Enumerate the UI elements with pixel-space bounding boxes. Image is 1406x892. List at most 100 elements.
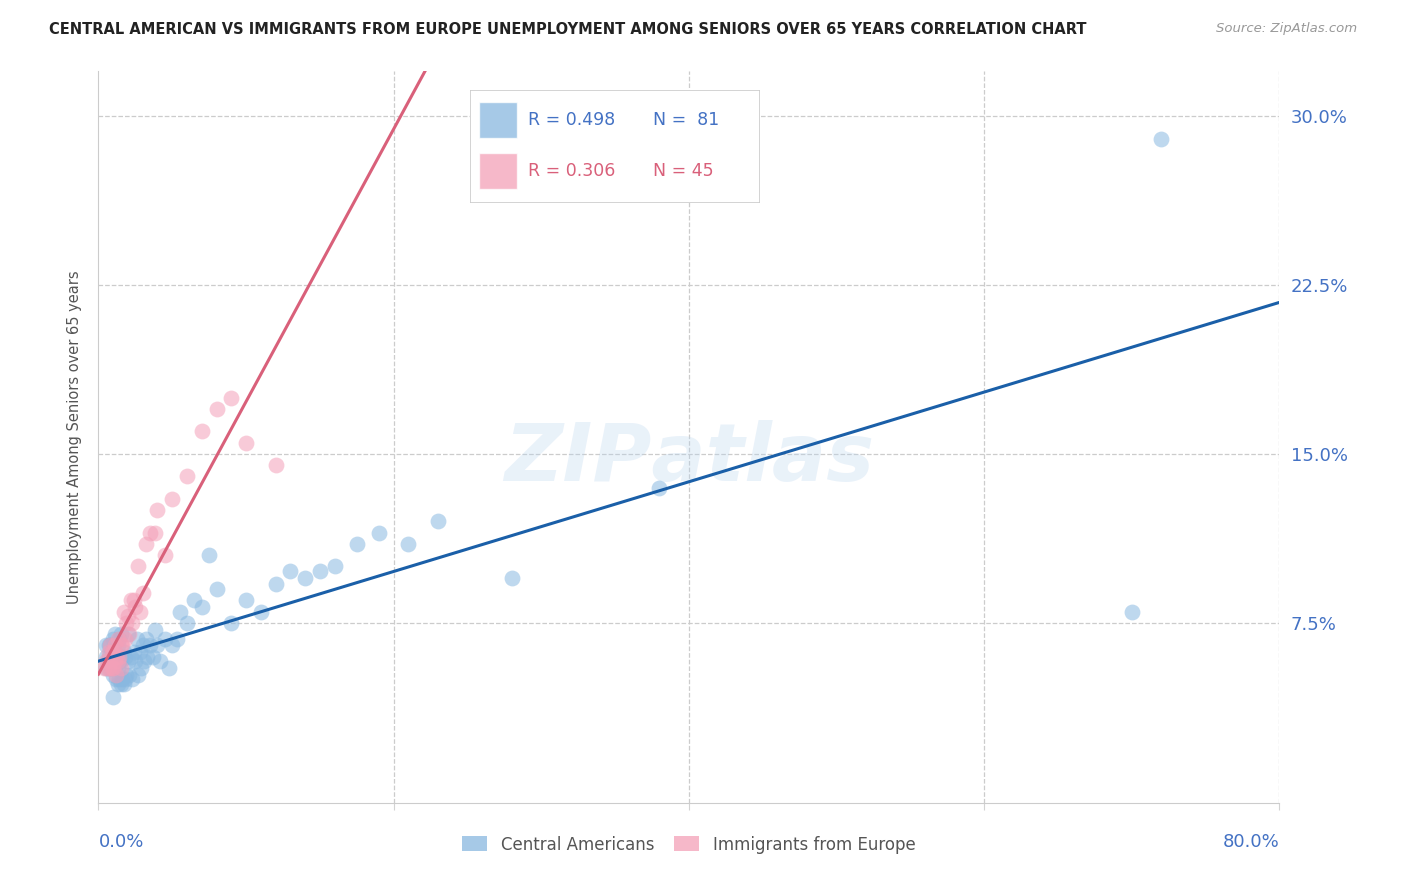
Legend: Central Americans, Immigrants from Europe: Central Americans, Immigrants from Europ…	[456, 829, 922, 860]
Point	[112, 605, 135, 619]
Point	[96, 661, 118, 675]
Point	[132, 638, 155, 652]
Point	[118, 627, 141, 641]
Point	[118, 667, 141, 681]
Point	[134, 654, 156, 668]
Point	[235, 435, 257, 450]
Point	[108, 672, 131, 686]
Point	[128, 645, 150, 659]
Point	[103, 632, 125, 646]
Point	[117, 654, 139, 668]
Point	[98, 654, 121, 668]
Point	[104, 654, 127, 668]
Point	[93, 661, 115, 675]
Point	[129, 661, 152, 675]
Point	[100, 661, 122, 675]
Point	[176, 615, 198, 630]
Point	[221, 615, 243, 630]
Point	[157, 661, 180, 675]
Point	[117, 609, 139, 624]
Point	[107, 661, 129, 675]
Point	[115, 615, 138, 630]
Point	[94, 661, 117, 675]
Text: 0.0%: 0.0%	[98, 833, 143, 851]
Point	[120, 593, 142, 607]
Point	[250, 605, 273, 619]
Point	[153, 632, 176, 646]
Point	[97, 661, 120, 675]
Point	[108, 654, 131, 668]
Point	[143, 623, 166, 637]
Point	[648, 481, 671, 495]
Point	[100, 661, 122, 675]
Point	[94, 649, 117, 664]
Point	[104, 638, 127, 652]
Point	[127, 559, 149, 574]
Point	[105, 649, 128, 664]
Point	[191, 599, 214, 614]
Point	[112, 645, 135, 659]
Point	[323, 559, 346, 574]
Point	[166, 632, 188, 646]
Point	[169, 605, 191, 619]
Point	[309, 564, 332, 578]
Point	[98, 638, 121, 652]
Point	[198, 548, 221, 562]
Point	[108, 649, 131, 664]
Point	[162, 638, 183, 652]
Point	[146, 638, 169, 652]
Point	[110, 676, 132, 690]
Point	[122, 593, 145, 607]
Point	[128, 605, 150, 619]
Point	[121, 672, 143, 686]
Point	[98, 661, 121, 675]
Point	[1150, 132, 1173, 146]
Point	[264, 458, 287, 473]
Point	[94, 654, 117, 668]
Point	[205, 401, 228, 416]
Text: ZIP​atlas: ZIP​atlas	[503, 420, 875, 498]
Point	[105, 672, 128, 686]
Point	[105, 649, 128, 664]
Point	[115, 667, 138, 681]
Point	[107, 654, 129, 668]
Point	[264, 577, 287, 591]
Point	[103, 690, 125, 704]
Point	[97, 638, 120, 652]
Point	[112, 676, 135, 690]
Point	[105, 667, 128, 681]
Point	[110, 654, 132, 668]
Point	[114, 672, 136, 686]
Point	[98, 638, 121, 652]
Point	[110, 627, 132, 641]
Point	[398, 537, 420, 551]
Point	[149, 654, 172, 668]
Y-axis label: Unemployment Among Seniors over 65 years: Unemployment Among Seniors over 65 years	[67, 270, 83, 604]
Point	[124, 654, 146, 668]
Point	[121, 615, 143, 630]
Point	[143, 525, 166, 540]
Point	[107, 676, 129, 690]
Point	[104, 627, 127, 641]
Point	[111, 672, 134, 686]
Point	[139, 638, 162, 652]
Point	[97, 649, 120, 664]
Text: 80.0%: 80.0%	[1223, 833, 1279, 851]
Point	[346, 537, 368, 551]
Point	[191, 425, 214, 439]
Text: Source: ZipAtlas.com: Source: ZipAtlas.com	[1216, 22, 1357, 36]
Point	[280, 564, 302, 578]
Point	[108, 632, 131, 646]
Point	[427, 515, 450, 529]
Point	[111, 638, 134, 652]
Point	[368, 525, 391, 540]
Point	[111, 649, 134, 664]
Point	[120, 649, 142, 664]
Point	[501, 571, 523, 585]
Point	[162, 491, 183, 506]
Point	[117, 627, 139, 641]
Point	[110, 661, 132, 675]
Point	[110, 638, 132, 652]
Point	[103, 654, 125, 668]
Point	[127, 667, 149, 681]
